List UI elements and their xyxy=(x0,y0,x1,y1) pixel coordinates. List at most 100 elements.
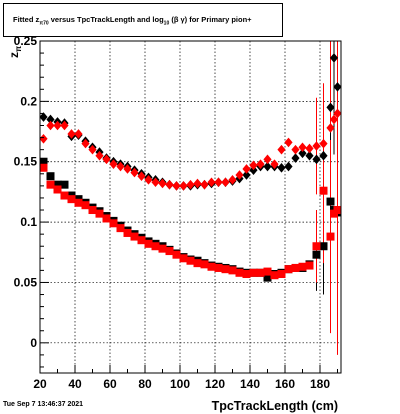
y-axis-label: zπ xyxy=(7,46,23,58)
data-point-square xyxy=(144,239,153,248)
data-point-square xyxy=(102,214,111,223)
y-tick-label: 0.15 xyxy=(14,155,38,169)
data-point-square xyxy=(39,163,48,172)
y-tick-label: 0.05 xyxy=(14,275,38,289)
data-point-diamond xyxy=(179,181,188,191)
data-point-square xyxy=(333,206,342,215)
data-point-square xyxy=(242,270,251,279)
data-point-diamond xyxy=(263,161,272,172)
points-layer xyxy=(39,53,342,282)
data-point-diamond xyxy=(298,148,307,159)
data-point-square xyxy=(130,232,139,241)
data-point-square xyxy=(172,250,181,259)
data-point-diamond xyxy=(130,167,139,178)
data-point-diamond xyxy=(326,102,335,113)
data-point-square xyxy=(179,254,188,263)
y-tick-label: 0.1 xyxy=(20,215,37,229)
data-point-square xyxy=(53,180,62,189)
data-point-square xyxy=(228,266,237,275)
data-point-diamond xyxy=(39,133,48,144)
data-point-diamond xyxy=(319,150,328,161)
data-point-diamond xyxy=(329,53,339,63)
title-mid: versus TpcTrackLength and log xyxy=(48,15,164,24)
data-point-diamond xyxy=(270,159,279,169)
data-point-square xyxy=(312,250,321,259)
data-point-diamond xyxy=(88,144,97,155)
data-point-diamond xyxy=(53,120,62,131)
data-point-diamond xyxy=(291,144,300,155)
data-point-square xyxy=(186,256,195,265)
data-point-diamond xyxy=(242,164,251,174)
y-tick-label: 0 xyxy=(30,336,37,350)
data-point-diamond xyxy=(284,137,293,148)
data-point-square xyxy=(305,261,314,270)
data-point-square xyxy=(158,244,167,253)
data-point-square xyxy=(284,265,293,274)
title-prefix: Fitted z xyxy=(13,15,40,24)
data-point-diamond xyxy=(291,153,300,163)
data-point-diamond xyxy=(277,162,286,173)
y-tick-label: 0.2 xyxy=(20,94,37,108)
data-point-diamond xyxy=(186,179,195,190)
data-point-square xyxy=(116,224,125,233)
chart-title: Fitted zπ70 versus TpcTrackLength and lo… xyxy=(13,15,252,27)
data-point-diamond xyxy=(39,112,48,122)
data-point-diamond xyxy=(200,179,209,190)
data-point-square xyxy=(235,268,244,277)
grid-layer xyxy=(40,41,341,373)
data-point-diamond xyxy=(193,178,202,189)
data-point-square xyxy=(81,201,90,210)
data-point-diamond xyxy=(242,170,251,180)
data-point-diamond xyxy=(137,171,146,182)
data-point-square xyxy=(221,265,230,274)
title-box: Fitted zπ70 versus TpcTrackLength and lo… xyxy=(3,3,283,37)
data-point-diamond xyxy=(312,141,321,151)
title-subscript: π70 xyxy=(39,20,49,27)
y-axis-label-main: z xyxy=(7,52,21,58)
y-tick-label: 0.25 xyxy=(14,34,38,48)
timestamp: Tue Sep 7 13:46:37 2021 xyxy=(3,401,84,408)
data-point-diamond xyxy=(81,138,90,149)
data-point-square xyxy=(88,206,97,215)
data-point-square xyxy=(263,273,272,282)
data-point-square xyxy=(326,232,335,241)
data-point-diamond xyxy=(60,120,69,131)
data-point-diamond xyxy=(221,177,230,188)
data-point-diamond xyxy=(102,154,111,165)
data-point-diamond xyxy=(46,120,55,131)
data-point-square xyxy=(123,228,132,237)
data-point-diamond xyxy=(263,154,272,165)
data-point-diamond xyxy=(67,129,76,139)
data-point-square xyxy=(46,172,55,181)
data-point-diamond xyxy=(151,177,160,188)
data-point-diamond xyxy=(249,165,258,175)
data-point-diamond xyxy=(116,161,125,172)
data-point-square xyxy=(151,242,160,251)
data-point-diamond xyxy=(172,181,181,191)
data-point-diamond xyxy=(109,159,118,169)
data-point-square xyxy=(277,270,286,279)
data-point-diamond xyxy=(158,178,167,189)
data-point-diamond xyxy=(123,164,132,174)
data-point-diamond xyxy=(165,179,174,190)
data-point-square xyxy=(165,247,174,256)
data-point-diamond xyxy=(256,159,265,169)
title-log-subscript: 10 xyxy=(163,20,170,27)
data-point-square xyxy=(249,268,258,277)
x-tick-label: 80 xyxy=(138,377,152,391)
data-point-square xyxy=(193,259,202,268)
data-point-square xyxy=(74,198,83,207)
title-suffix: (β γ) for Primary pion+ xyxy=(169,15,252,24)
data-point-square xyxy=(319,242,328,251)
data-point-square xyxy=(95,209,104,218)
data-point-square xyxy=(263,267,272,276)
x-tick-label: 60 xyxy=(103,377,117,391)
data-point-square xyxy=(291,263,300,272)
axes-layer: 20 40 60 80 100 120 140 160 180 0 0.05 0.1 0.15 0.2 0.… xyxy=(14,34,338,391)
data-point-square xyxy=(67,195,76,204)
data-point-square xyxy=(270,271,279,280)
data-point-diamond xyxy=(326,123,335,133)
x-tick-label: 20 xyxy=(33,377,47,391)
data-point-square xyxy=(137,236,146,245)
